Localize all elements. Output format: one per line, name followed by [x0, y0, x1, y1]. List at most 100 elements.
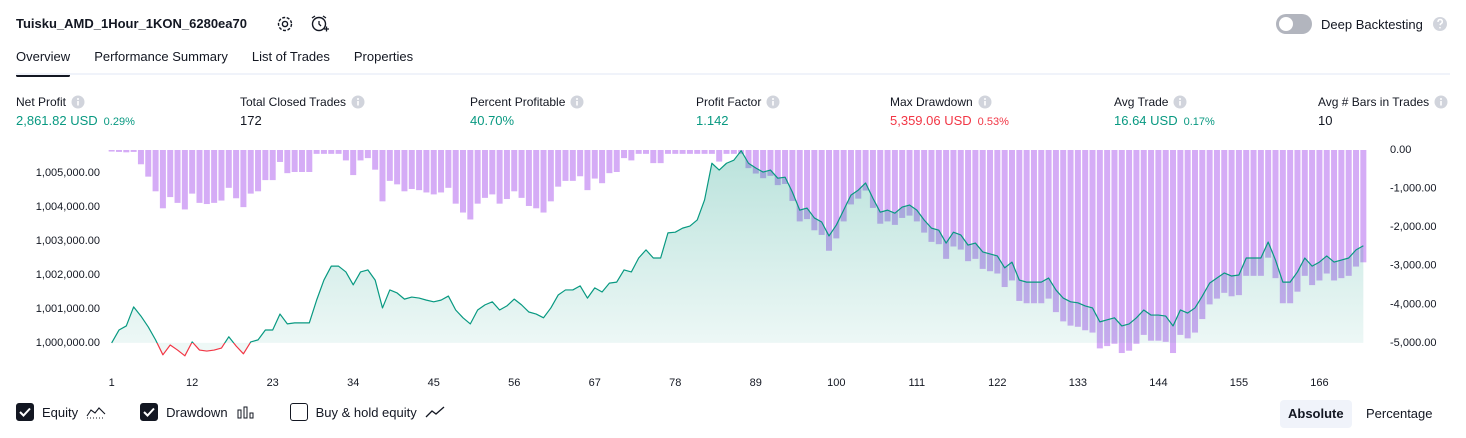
drawdown-bar — [1191, 150, 1198, 333]
drawdown-bar — [174, 150, 181, 203]
drawdown-bar — [481, 150, 488, 198]
tab[interactable]: Properties — [353, 49, 414, 64]
drawdown-bar — [555, 150, 562, 187]
drawdown-bar — [1213, 150, 1220, 299]
drawdown-bar — [664, 150, 671, 154]
drawdown-bar — [606, 150, 613, 174]
drawdown-bar — [716, 150, 723, 162]
x-tick-label: 78 — [669, 377, 681, 389]
drawdown-bar — [987, 150, 994, 272]
drawdown-bar — [1118, 150, 1125, 354]
drawdown-bar — [247, 150, 254, 194]
drawdown-bar — [928, 150, 935, 242]
drawdown-bar — [1008, 150, 1015, 281]
drawdown-bar — [255, 150, 262, 192]
equity-area — [111, 150, 1364, 356]
y2-tick-label: -2,000.00 — [1390, 221, 1436, 233]
drawdown-bar — [225, 150, 232, 188]
checkbox[interactable] — [140, 403, 159, 421]
metric-value-row: 5,359.06 USD 0.53% — [890, 113, 1009, 128]
drawdown-bar — [913, 150, 920, 222]
drawdown-bar — [547, 150, 554, 202]
drawdown-bar — [965, 150, 972, 262]
drawdown-bar — [1162, 150, 1169, 342]
x-tick-label: 12 — [186, 377, 198, 389]
drawdown-bar — [1235, 150, 1242, 296]
metric-value: 1.142 — [696, 113, 729, 128]
chart-controls: Equity Drawdown Buy & hold equity — [16, 403, 479, 421]
add-alert-icon[interactable] — [311, 15, 329, 32]
drawdown-bar — [1133, 150, 1140, 344]
deep-backtesting-toggle[interactable] — [1276, 14, 1312, 34]
drawdown-bar — [752, 150, 759, 174]
tab[interactable]: Overview — [16, 49, 71, 77]
drawdown-bar — [562, 150, 569, 181]
drawdown-bar — [1016, 150, 1023, 301]
drawdown-bar — [196, 150, 203, 203]
tab[interactable]: List of Trades — [251, 49, 330, 64]
drawdown-bar — [899, 150, 906, 218]
drawdown-bar — [108, 150, 115, 152]
drawdown-bar — [950, 150, 957, 247]
drawdown-bar — [957, 150, 964, 250]
legend-icon — [237, 406, 254, 419]
metric-value: 5,359.06 USD — [890, 113, 972, 128]
drawdown-bar — [386, 150, 393, 181]
toggle-label: Deep Backtesting — [1321, 17, 1423, 32]
drawdown-bar — [1140, 150, 1147, 335]
metric-label-row: Avg Trade — [1114, 94, 1215, 109]
drawdown-bar — [1279, 150, 1286, 304]
drawdown-bar — [167, 150, 174, 198]
x-tick-label: 111 — [908, 377, 925, 389]
legend-checkbox[interactable]: Buy & hold equity — [289, 403, 445, 421]
drawdown-bar — [364, 150, 371, 159]
info-icon — [351, 95, 365, 108]
drawdown-bar — [1199, 150, 1206, 320]
y-tick-label: 1,003,000.00 — [36, 235, 100, 247]
drawdown-bar — [906, 150, 913, 216]
info-icon — [1173, 95, 1187, 108]
drawdown-bar — [679, 150, 686, 154]
drawdown-bar — [847, 150, 854, 205]
drawdown-bar — [1082, 150, 1089, 331]
drawdown-bar — [877, 150, 884, 224]
metric-label: Total Closed Trades — [240, 94, 347, 109]
legend-label: Drawdown — [166, 404, 228, 420]
metric-percent: 0.29% — [103, 116, 135, 128]
drawdown-bar — [1301, 150, 1308, 276]
drawdown-bar — [708, 150, 715, 154]
y-tick-label: 1,005,000.00 — [36, 167, 100, 179]
drawdown-bar — [189, 150, 196, 194]
legend-checkbox[interactable]: Drawdown — [140, 403, 255, 421]
drawdown-bar — [1155, 150, 1162, 341]
x-tick-label: 166 — [1310, 377, 1328, 389]
checkbox[interactable] — [16, 403, 34, 421]
tab[interactable]: Performance Summary — [94, 49, 228, 64]
metric: Total Closed Trades 172 — [240, 94, 365, 128]
drawdown-bar — [767, 150, 774, 176]
x-tick-label: 100 — [827, 377, 845, 389]
x-tick-label: 23 — [267, 377, 279, 389]
drawdown-bar — [1184, 150, 1191, 339]
info-icon — [978, 95, 992, 108]
drawdown-bar — [335, 150, 342, 154]
mode-button[interactable]: Absolute — [1280, 400, 1352, 428]
drawdown-bar — [569, 150, 576, 181]
settings-icon[interactable] — [277, 16, 293, 32]
mode-button[interactable]: Percentage — [1366, 406, 1433, 421]
y2-tick-label: -3,000.00 — [1390, 260, 1436, 272]
drawdown-bar — [840, 150, 847, 222]
metric-value: 172 — [240, 113, 262, 128]
metric: Avg Trade 16.64 USD 0.17% — [1114, 94, 1215, 129]
drawdown-bar — [628, 150, 635, 161]
drawdown-bar — [591, 150, 598, 179]
metric: Avg # Bars in Trades 10 — [1318, 94, 1448, 128]
metric-value-row: 2,861.82 USD 0.29% — [16, 113, 135, 128]
tab-divider — [16, 73, 1450, 75]
legend-checkbox[interactable]: Equity — [16, 403, 106, 421]
drawdown-bar — [686, 150, 693, 154]
help-icon[interactable] — [1433, 17, 1447, 31]
drawdown-bar — [613, 150, 620, 173]
checkbox[interactable] — [289, 403, 308, 421]
metric: Percent Profitable 40.70% — [470, 94, 584, 128]
